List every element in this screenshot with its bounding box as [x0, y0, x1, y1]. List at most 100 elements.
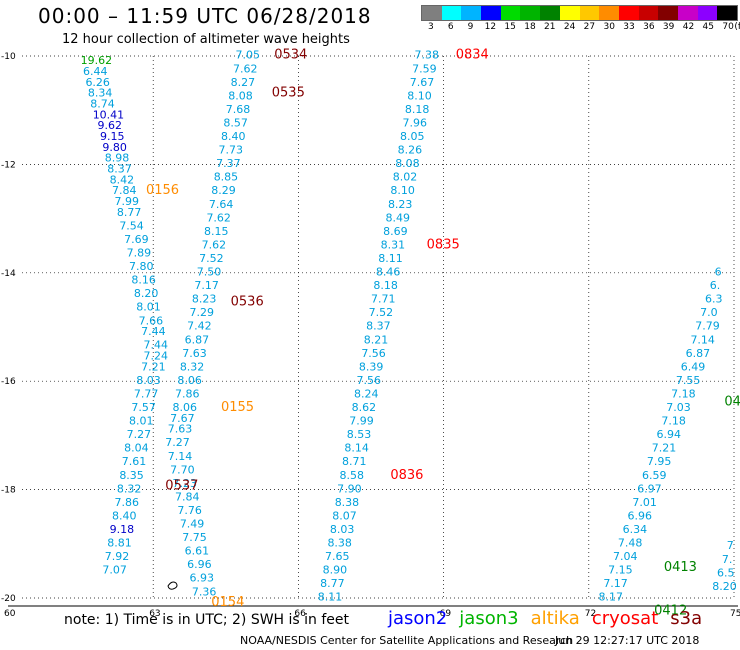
wave-height-value: 7.03	[666, 401, 691, 414]
wave-height-value: 7.49	[180, 518, 205, 531]
legend-swatch	[481, 6, 501, 20]
wave-height-value: 7.52	[369, 306, 394, 319]
legend-label: 15	[504, 22, 516, 32]
wave-height-value: 7.64	[209, 198, 234, 211]
lat-tick-label: -10	[1, 52, 16, 62]
wave-height-value: 7.57	[131, 401, 156, 414]
legend-swatch	[638, 6, 659, 20]
wave-height-value: 8.03	[330, 523, 355, 536]
wave-height-value: 10.41	[93, 108, 125, 121]
wave-height-value: 7.70	[170, 463, 195, 476]
wave-height-value: 8.20	[712, 580, 737, 593]
lon-tick-label: 63	[149, 609, 160, 619]
legend-swatch	[697, 6, 718, 20]
pass-time-label: 04	[724, 395, 740, 410]
wave-height-value: 8.08	[228, 89, 253, 102]
legend-label: 39	[662, 22, 675, 32]
wave-height-value: 8.71	[342, 455, 367, 468]
pass-time-label: 0154	[211, 595, 244, 610]
wave-height-value: 7.65	[325, 550, 350, 563]
wave-height-value: 6.34	[623, 523, 648, 536]
wave-height-value: 8.21	[364, 333, 389, 346]
island-outline	[167, 581, 178, 590]
wave-height-value: 7	[727, 539, 734, 552]
wave-height-value: 8.10	[407, 89, 432, 102]
wave-height-value: 8.62	[352, 401, 377, 414]
wave-height-value: 7.62	[202, 238, 227, 251]
wave-height-value: 7.62	[233, 62, 258, 75]
wave-height-value: 7.36	[192, 585, 217, 598]
wave-height-value: 6.87	[686, 347, 711, 360]
wave-height-value: 6.26	[85, 76, 110, 89]
wave-height-value: 6.	[710, 279, 721, 292]
legend-label: 45	[702, 22, 715, 32]
wave-height-value: 8.34	[88, 87, 113, 100]
wave-height-value: 8.38	[327, 537, 352, 550]
wave-height-value: 8.16	[131, 274, 156, 287]
wave-height-value: 8.81	[107, 537, 132, 550]
pass-time-label: 0535	[272, 86, 305, 101]
wave-height-value: 7.84	[112, 184, 137, 197]
legend-swatch	[717, 6, 737, 20]
wave-height-value: 7.86	[114, 496, 139, 509]
wave-height-value: 8.10	[390, 184, 415, 197]
legend-color-bar	[421, 5, 738, 21]
pass-time-label: 0156	[146, 183, 179, 198]
wave-height-value: 7.67	[410, 76, 435, 89]
lon-tick-label: 72	[585, 609, 596, 619]
legend-swatch	[559, 6, 580, 20]
legend-swatch	[658, 6, 678, 20]
wave-height-value: 7.48	[618, 537, 643, 550]
legend-label: 24	[563, 22, 576, 32]
wave-height-value: 7.27	[127, 428, 152, 441]
wave-height-value: 8.20	[134, 287, 159, 300]
legend-swatch	[618, 6, 639, 20]
wave-height-value: 8.26	[398, 144, 423, 157]
wave-height-value: 7.44	[141, 325, 166, 338]
wave-height-value: 7.95	[647, 455, 672, 468]
wave-height-value: 7.55	[676, 374, 701, 387]
wave-height-value: 6	[715, 266, 722, 279]
legend-swatch	[422, 6, 442, 20]
wave-height-value: 8.24	[354, 387, 379, 400]
lat-tick-label: -16	[1, 377, 16, 387]
lon-tick-label: 69	[440, 609, 452, 619]
wave-height-value: 7.73	[219, 144, 244, 157]
wave-height-value: 7.84	[175, 490, 200, 503]
wave-height-value: 9.80	[102, 141, 127, 154]
wave-height-value: 8.18	[405, 103, 430, 116]
legend-label: 70	[722, 22, 734, 32]
wave-height-value: 8.38	[335, 496, 360, 509]
wave-height-value: 6.44	[83, 65, 108, 78]
wave-height-value: 7.18	[671, 387, 696, 400]
legend-label: 3	[428, 22, 434, 32]
wave-height-value: 6.93	[190, 572, 215, 585]
wave-height-value: 7.56	[356, 374, 381, 387]
wave-height-value: 8.77	[117, 206, 141, 219]
lon-tick-label: 66	[294, 609, 306, 619]
units-note: note: 1) Time is in UTC; 2) SWH is in fe…	[64, 612, 350, 628]
wave-height-value: 7.01	[632, 496, 657, 509]
wave-height-value: 8.08	[395, 157, 420, 170]
wave-height-value: 8.69	[383, 225, 408, 238]
footer-timestamp: Jun 29 12:27:17 UTC 2018	[555, 634, 700, 647]
wave-height-value: 7.05	[235, 49, 259, 62]
wave-height-value: 7.44	[144, 339, 169, 352]
pass-time-label: 0413	[664, 560, 697, 575]
satellite-key-item: jason3	[459, 608, 519, 629]
wave-height-value: 7.14	[168, 450, 193, 463]
wave-height-value: 8.23	[192, 293, 217, 306]
wave-height-value: 8.27	[231, 76, 256, 89]
lat-tick-label: -18	[1, 486, 16, 496]
wave-height-value: 8.57	[223, 116, 248, 129]
wave-height-value: 7.29	[190, 306, 215, 319]
wave-height-value: 7.24	[144, 350, 169, 363]
satellite-key-item: s3a	[670, 608, 703, 629]
wave-height-value: 7.17	[194, 279, 219, 292]
legend-label: 18	[524, 22, 536, 32]
wave-height-value: 8.05	[400, 130, 425, 143]
wave-height-value: 6.87	[185, 333, 210, 346]
legend-swatch	[441, 6, 462, 20]
legend-swatch	[579, 6, 600, 20]
